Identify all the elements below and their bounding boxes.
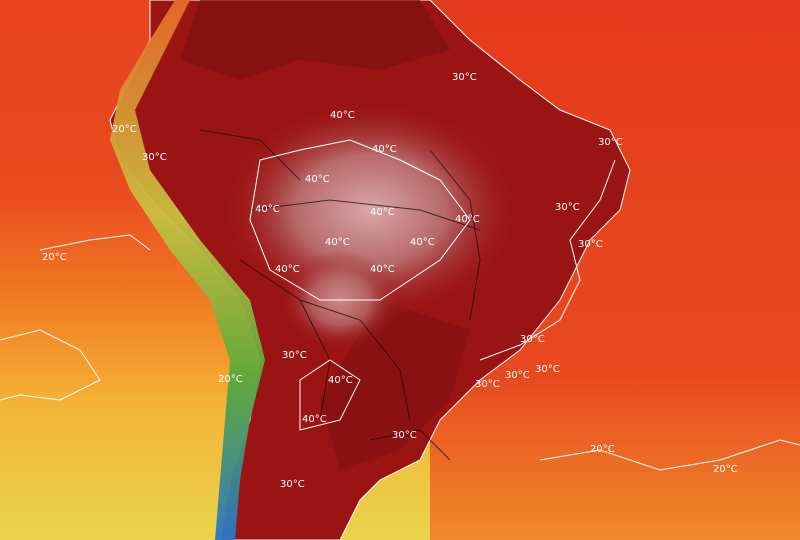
contour-label: 40°C (302, 414, 327, 425)
country-borders (199, 129, 481, 461)
contour-label: 40°C (370, 264, 395, 275)
contour-label: 30°C (452, 72, 477, 83)
contour-label: 30°C (555, 202, 580, 213)
contour-labels: 30°C 20°C 30°C 40°C 40°C 40°C 40°C 40°C … (42, 72, 738, 490)
contour-label: 40°C (455, 214, 480, 225)
contour-label: 40°C (330, 110, 355, 121)
contour-label: 40°C (325, 237, 350, 248)
contour-label: 40°C (410, 237, 435, 248)
contour-label: 30°C (578, 239, 603, 250)
contour-label: 30°C (598, 137, 623, 148)
contour-label: 40°C (370, 207, 395, 218)
contour-label: 30°C (535, 364, 560, 375)
contour-label: 20°C (713, 464, 738, 475)
contour-label: 40°C (275, 264, 300, 275)
contour-label: 30°C (505, 370, 530, 381)
andes-strip (110, 0, 265, 540)
contour-label: 30°C (520, 334, 545, 345)
contour-label: 20°C (590, 444, 615, 455)
contour-label: 20°C (218, 374, 243, 385)
isotherm-lines (0, 139, 800, 471)
heat-zone-north (180, 0, 450, 80)
contour-label: 30°C (142, 152, 167, 163)
contour-label: 30°C (280, 479, 305, 490)
extreme-heat-core (220, 100, 520, 320)
contour-label: 20°C (42, 252, 67, 263)
contour-label: 40°C (328, 375, 353, 386)
contour-label: 40°C (372, 144, 397, 155)
contour-label: 20°C (112, 124, 137, 135)
contour-label: 30°C (392, 430, 417, 441)
contour-label: 40°C (305, 174, 330, 185)
contour-label: 30°C (282, 350, 307, 361)
contour-label: 40°C (255, 204, 280, 215)
contour-label: 30°C (475, 379, 500, 390)
